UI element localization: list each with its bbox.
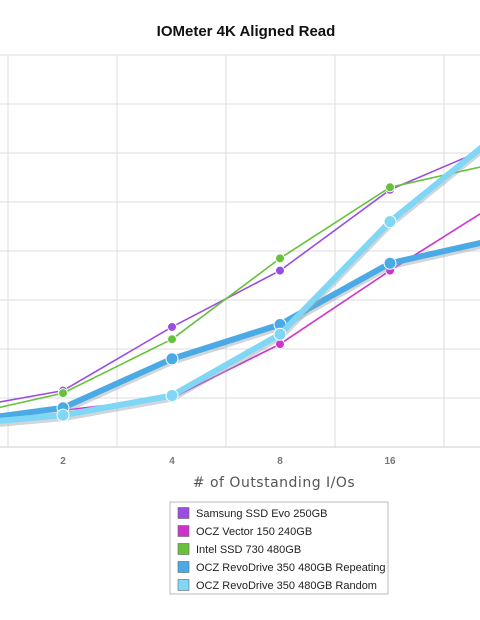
series-line (0, 239, 480, 420)
data-point (275, 253, 285, 264)
data-point (383, 256, 397, 270)
legend-box (169, 501, 389, 595)
legend-label: Intel SSD 730 480GB (196, 544, 301, 556)
legend-swatch (177, 579, 190, 591)
data-point (58, 388, 68, 399)
data-point (385, 182, 395, 193)
series-5 (0, 144, 480, 427)
series-4 (0, 239, 480, 423)
chart-title: IOMeter 4K Aligned Read (157, 23, 336, 40)
x-tick-labels: 2 4 8 16 (60, 456, 396, 467)
series-3 (0, 166, 480, 409)
x-tick-label: 8 (277, 456, 283, 467)
data-point (275, 265, 285, 276)
legend-label: OCZ RevoDrive 350 480GB Random (196, 580, 377, 592)
x-tick-label: 2 (60, 456, 66, 467)
data-point (165, 389, 179, 403)
data-point (383, 215, 397, 229)
legend: Samsung SSD Evo 250GB OCZ Vector 150 240G… (169, 501, 389, 595)
legend-label: OCZ RevoDrive 350 480GB Repeating (196, 562, 386, 574)
series-line-shadow (0, 145, 480, 427)
data-point (165, 352, 179, 366)
series-line (0, 166, 480, 409)
legend-swatch (177, 507, 190, 519)
legend-label: Samsung SSD Evo 250GB (196, 508, 327, 520)
legend-label: OCZ Vector 150 240GB (196, 526, 312, 538)
data-point (167, 334, 177, 345)
data-point (56, 408, 70, 422)
series-line-shadow (0, 240, 480, 423)
x-tick-label: 4 (169, 456, 175, 467)
legend-swatch (177, 525, 190, 537)
legend-swatch (177, 543, 190, 555)
series-layer (0, 144, 480, 427)
x-tick-label: 16 (384, 456, 396, 467)
data-point (273, 327, 287, 341)
data-point (167, 321, 177, 332)
series-line (0, 144, 480, 424)
legend-swatch (177, 561, 190, 573)
x-axis-label: # of Outstanding I/Os (193, 475, 355, 491)
